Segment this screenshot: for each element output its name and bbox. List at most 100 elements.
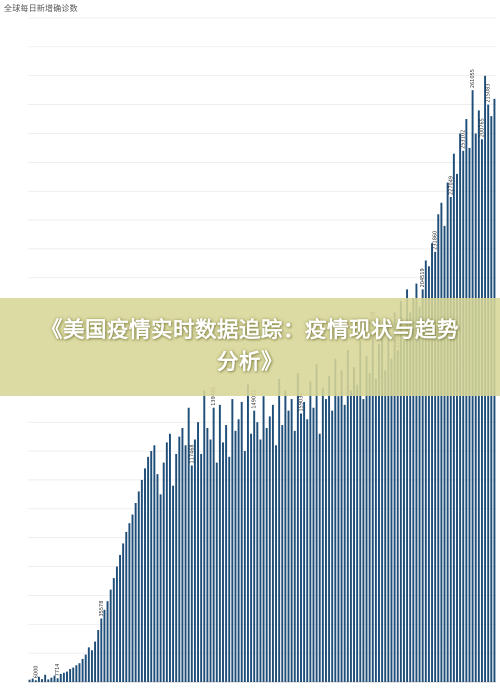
bar [268, 416, 271, 682]
bar [144, 468, 146, 682]
bar [234, 430, 237, 682]
bar [119, 554, 121, 682]
bar [290, 399, 293, 682]
bar [122, 543, 125, 682]
bar [477, 110, 480, 682]
bar [237, 419, 240, 682]
bar [443, 225, 446, 683]
value-label: 261055 [470, 69, 476, 88]
bar [418, 306, 421, 682]
bar [306, 419, 309, 682]
bar [125, 531, 128, 682]
bar [81, 658, 84, 682]
bar [378, 344, 380, 682]
bar [371, 332, 374, 682]
bar [66, 671, 68, 682]
bar [203, 390, 206, 682]
bar [178, 436, 181, 682]
bar [231, 399, 234, 682]
value-label: 149022 [252, 390, 258, 409]
bar [359, 341, 362, 682]
bar [53, 675, 56, 682]
bar [281, 425, 284, 682]
bar [109, 589, 112, 682]
bar [387, 324, 390, 682]
bar [56, 678, 59, 682]
bar [337, 396, 340, 682]
value-label: 6000 [33, 666, 39, 679]
bar [243, 451, 246, 682]
bar [421, 289, 424, 682]
bar [37, 676, 40, 682]
value-label: 215083 [486, 84, 492, 103]
bar [246, 384, 249, 682]
bar [150, 451, 153, 682]
bar [303, 401, 306, 682]
bar [353, 367, 355, 682]
bar [427, 266, 430, 682]
bar [384, 370, 387, 682]
bar [452, 153, 455, 682]
bar [112, 578, 115, 682]
bar [103, 609, 106, 682]
bar [115, 566, 118, 682]
headline-text: 《美国疫情实时数据追踪：疫情现状与趋势分析》 [40, 318, 459, 375]
bar [296, 373, 299, 682]
bar [197, 422, 199, 682]
bar [69, 669, 72, 682]
bar [256, 422, 259, 682]
bar [490, 116, 493, 682]
bar [181, 427, 184, 682]
value-label: 7714 [55, 664, 61, 677]
bar [312, 407, 315, 682]
bar [287, 410, 290, 682]
bar [331, 410, 334, 682]
bar [393, 312, 396, 682]
bar [156, 474, 159, 682]
bar [434, 251, 437, 682]
bar [168, 433, 171, 682]
bar [328, 375, 331, 682]
bar [368, 373, 371, 682]
bar [222, 442, 224, 682]
bar [215, 462, 218, 682]
bar [374, 378, 377, 682]
bar [250, 433, 253, 682]
bar [31, 678, 34, 682]
bar [362, 399, 365, 682]
bar [459, 133, 462, 683]
bar [137, 491, 140, 682]
bars [28, 75, 496, 683]
value-label: 117468 [189, 444, 195, 463]
bar [262, 396, 265, 682]
bar [190, 465, 193, 682]
bar [346, 350, 349, 682]
value-label: 253102 [461, 130, 467, 149]
bar [75, 665, 78, 682]
bar [424, 260, 427, 682]
bar [131, 514, 134, 682]
bar [193, 439, 196, 682]
bar [134, 503, 137, 682]
bar [94, 641, 97, 682]
bar [265, 427, 268, 682]
bar [212, 407, 215, 682]
bar [253, 410, 256, 682]
headline-banner: 《美国疫情实时数据追踪：疫情现状与趋势分析》 [0, 298, 500, 396]
bar [456, 173, 458, 682]
bar [402, 341, 405, 682]
bar [84, 654, 87, 682]
bar [271, 404, 274, 682]
bar [200, 453, 203, 682]
bar [97, 630, 100, 682]
value-label: 139481 [211, 387, 217, 406]
bar [340, 370, 343, 682]
bar [259, 439, 262, 682]
bar [390, 358, 393, 682]
bar [480, 139, 483, 682]
bar [28, 679, 31, 682]
bar [218, 404, 221, 682]
bar [175, 453, 178, 682]
bar [209, 439, 212, 682]
